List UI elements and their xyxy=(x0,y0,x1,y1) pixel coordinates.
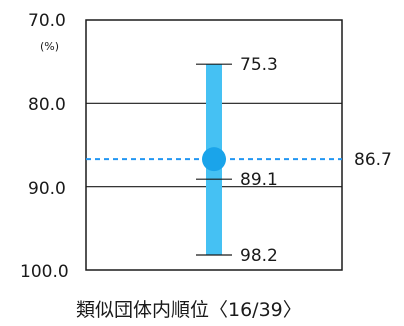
max-value-label: 98.2 xyxy=(240,246,278,266)
y-tick-label-80: 80.0 xyxy=(28,95,66,115)
y-tick-label-90: 90.0 xyxy=(28,179,66,199)
median-value-label: 89.1 xyxy=(240,170,278,190)
plot-frame xyxy=(85,19,343,271)
point-marker xyxy=(202,147,226,172)
point-value-label: 86.7 xyxy=(354,150,392,170)
y-tick-label-70: 70.0 xyxy=(28,11,66,31)
y-tick-label-100: 100.0 xyxy=(20,262,69,282)
chart-caption: 類似団体内順位〈16/39〉 xyxy=(76,299,302,321)
y-axis-unit: (%) xyxy=(40,40,59,53)
min-value-label: 75.3 xyxy=(240,55,278,75)
